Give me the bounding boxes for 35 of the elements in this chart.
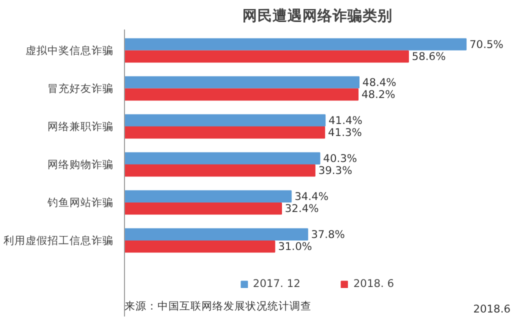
- data-label: 48.2%: [361, 88, 396, 102]
- y-tick-label: 利用虚假招工信息诈骗: [4, 234, 114, 247]
- bar: [124, 152, 320, 164]
- data-label: 41.3%: [328, 126, 362, 140]
- bar: [124, 88, 359, 101]
- bar: [124, 50, 409, 63]
- text: 2018.6: [473, 302, 511, 316]
- bar: [124, 114, 326, 126]
- bar: [124, 228, 308, 240]
- legend-label: 2017. 12: [252, 277, 300, 290]
- chart-title: 网民遭遇网络诈骗类别: [242, 6, 392, 24]
- bar: [124, 164, 316, 177]
- bar: [124, 202, 282, 215]
- y-tick-label: 虚拟中奖信息诈骗: [26, 44, 114, 57]
- data-label: 34.4%: [294, 190, 328, 203]
- source-note: 来源：中国互联网络发展状况统计调查: [124, 300, 312, 312]
- bar: [124, 126, 326, 139]
- data-label: 40.3%: [323, 152, 358, 165]
- bar: [124, 190, 292, 202]
- data-label: 32.4%: [284, 202, 319, 216]
- y-tick-label: 钓鱼网站诈骗: [46, 196, 114, 209]
- data-label: 48.4%: [362, 76, 396, 89]
- data-label: 41.4%: [328, 114, 362, 127]
- data-label: 31.0%: [278, 240, 312, 254]
- data-label: 58.6%: [412, 50, 446, 63]
- legend-label: 2018. 6: [353, 277, 394, 290]
- y-tick-label: 网络兼职诈骗: [48, 120, 114, 133]
- bar: [124, 76, 360, 88]
- y-tick-label: 冒充好友诈骗: [48, 82, 114, 95]
- bar: [124, 240, 276, 253]
- data-label: 37.8%: [311, 228, 345, 241]
- bar: [124, 38, 467, 50]
- data-label: 39.3%: [318, 164, 352, 178]
- data-label: 70.5%: [470, 38, 504, 51]
- y-tick-label: 网络购物诈骗: [48, 158, 114, 171]
